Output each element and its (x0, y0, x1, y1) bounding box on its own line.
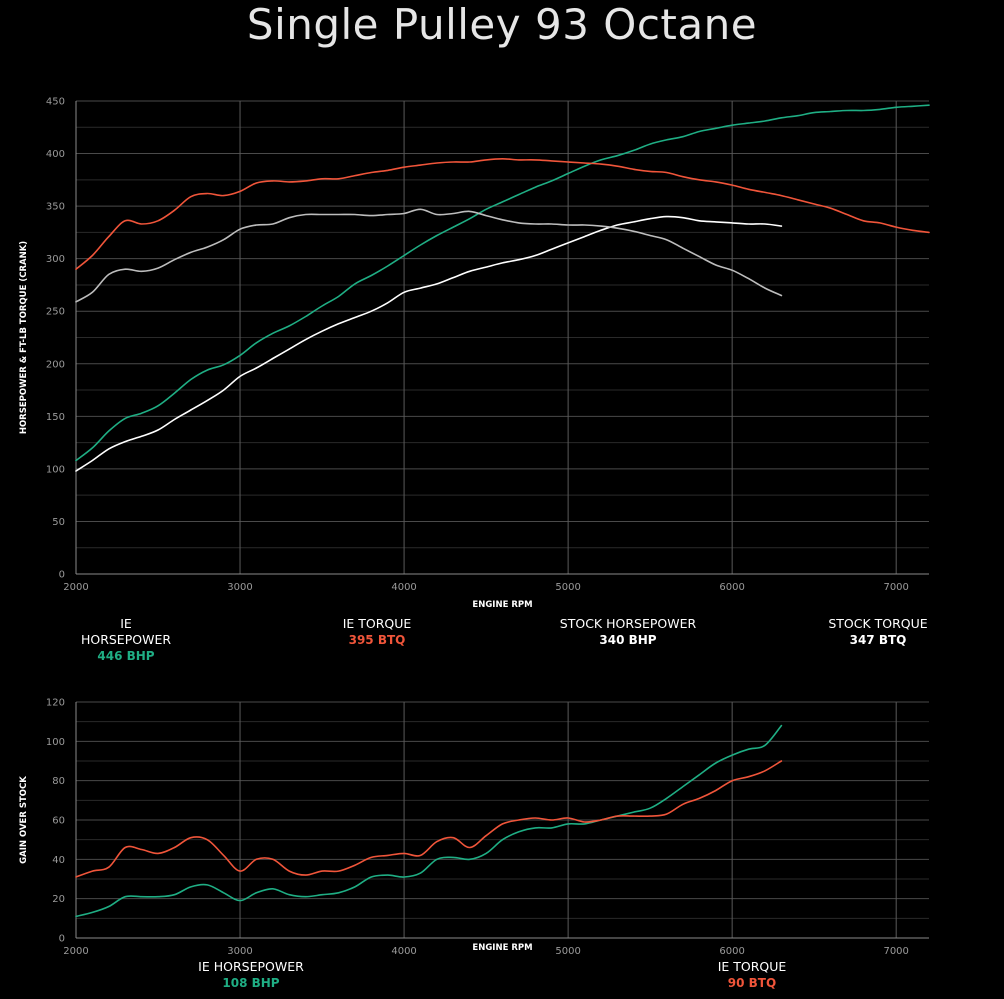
legend-value: 90 BTQ (727, 976, 777, 990)
x-tick-label: 6000 (719, 946, 744, 957)
y-tick-label: 200 (46, 359, 65, 370)
x-tick-label: 2000 (63, 582, 88, 593)
legend-label: STOCK HORSEPOWER (559, 616, 697, 631)
legend-value: 340 BHP (599, 633, 657, 647)
series-line-gain-tq (75, 760, 783, 878)
legend-value: 108 BHP (222, 976, 280, 990)
y-tick-label: 450 (46, 97, 65, 108)
legend-ie-horsepower: IE HORSEPOWER 446 BHP (76, 616, 176, 664)
series-line-ie-tq (75, 158, 930, 270)
power-torque-chart: 0 50 100 150 200 250 300 350 400 450 2000 3000 4000 5… (19, 97, 930, 610)
y-tick-label: 400 (46, 149, 65, 160)
y-tick-label: 60 (52, 816, 65, 827)
legend-label: IE HORSEPOWER (198, 959, 304, 974)
y-tick-label: 100 (46, 464, 65, 475)
x-tick-label: 3000 (227, 946, 252, 957)
x-tick-label: 5000 (555, 582, 580, 593)
x-tick-label: 7000 (883, 946, 908, 957)
legend-label: IE TORQUE (717, 959, 787, 974)
legend-value: 347 BTQ (849, 633, 907, 647)
y-tick-label: 20 (52, 894, 65, 905)
legend-ie-torque: IE TORQUE 395 BTQ (327, 616, 427, 648)
x-tick-label: 6000 (719, 582, 744, 593)
y-tick-label: 0 (59, 934, 65, 945)
y-axis-title: GAIN OVER STOCK (19, 776, 29, 864)
series-line-stock-tq (75, 208, 783, 303)
y-tick-label: 0 (59, 570, 65, 581)
y-tick-label: 40 (52, 855, 65, 866)
x-tick-label: 3000 (227, 582, 252, 593)
legend-value: 395 BTQ (348, 633, 406, 647)
chart-title: Single Pulley 93 Octane (246, 0, 758, 49)
y-tick-label: 300 (46, 254, 65, 265)
y-axis-title: HORSEPOWER & FT-LB TORQUE (CRANK) (19, 241, 29, 434)
y-tick-label: 250 (46, 307, 65, 318)
x-tick-label: 7000 (883, 582, 908, 593)
grid (76, 701, 929, 938)
y-tick-label: 150 (46, 412, 65, 423)
y-tick-label: 120 (46, 698, 65, 709)
legend-label: STOCK TORQUE (828, 616, 928, 631)
legend-gain-torque: IE TORQUE 90 BTQ (702, 959, 802, 991)
series-line-stock-hp (75, 215, 783, 472)
x-tick-label: 4000 (391, 946, 416, 957)
x-tick-label: 5000 (555, 946, 580, 957)
legend-stock-torque: STOCK TORQUE 347 BTQ (828, 616, 928, 648)
x-tick-label: 2000 (63, 946, 88, 957)
x-axis-title: ENGINE RPM (472, 943, 532, 953)
legend-stock-horsepower: STOCK HORSEPOWER 340 BHP (558, 616, 698, 648)
y-tick-label: 50 (52, 517, 65, 528)
grid (76, 100, 929, 574)
legend-gain-horsepower: IE HORSEPOWER 108 BHP (196, 959, 306, 991)
y-tick-label: 100 (46, 737, 65, 748)
series-line-gain-hp (75, 724, 783, 918)
legend-label: IE TORQUE (342, 616, 412, 631)
x-axis-title: ENGINE RPM (472, 600, 532, 610)
series-line-ie-hp (75, 104, 930, 462)
y-tick-label: 80 (52, 776, 65, 787)
y-tick-label: 350 (46, 202, 65, 213)
legend-label: IE HORSEPOWER (80, 616, 172, 647)
x-tick-label: 4000 (391, 582, 416, 593)
legend-value: 446 BHP (97, 649, 155, 663)
